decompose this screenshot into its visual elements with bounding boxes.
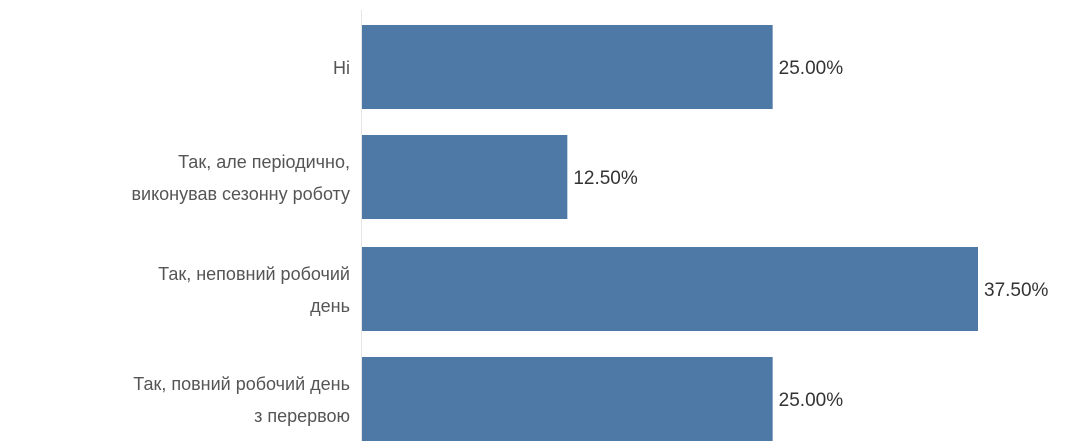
value-label-4: 25.00%: [779, 390, 844, 411]
value-label-2: 12.50%: [573, 168, 638, 189]
bar-3: [362, 247, 978, 331]
bars-layer: [362, 25, 978, 441]
bar-2: [362, 135, 568, 219]
bar-1: [362, 25, 773, 109]
category-label-line: з перервою: [254, 406, 350, 426]
category-label-line: Ні: [333, 58, 350, 78]
bar-4: [362, 357, 773, 441]
category-label-3: Так, неповний робочий день: [158, 264, 350, 316]
category-labels-layer: Ні Так, але періодично, виконував сезонну …: [131, 58, 350, 426]
category-label-1: Ні: [333, 58, 350, 78]
value-labels-layer: 25.00% 12.50% 37.50% 25.00%: [573, 58, 1048, 411]
category-label-line: день: [310, 296, 350, 316]
value-label-3: 37.50%: [984, 280, 1049, 301]
category-label-line: Так, повний робочий день: [133, 374, 350, 394]
category-label-line: Так, неповний робочий: [158, 264, 350, 284]
value-label-1: 25.00%: [779, 58, 844, 79]
category-label-4: Так, повний робочий день з перервою: [133, 374, 350, 426]
category-label-line: Так, але періодично,: [178, 152, 350, 172]
category-label-2: Так, але періодично, виконував сезонну ро…: [131, 152, 350, 204]
category-label-line: виконував сезонну роботу: [131, 184, 350, 204]
